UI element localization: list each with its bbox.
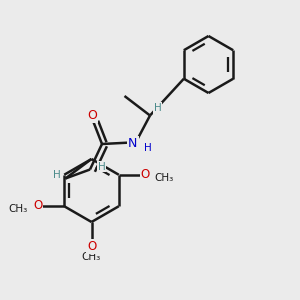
Text: N: N (128, 137, 138, 150)
Text: H: H (98, 161, 105, 172)
Text: H: H (144, 142, 152, 153)
Text: H: H (154, 103, 161, 113)
Text: O: O (141, 168, 150, 181)
Text: CH₃: CH₃ (155, 173, 174, 183)
Text: H: H (52, 170, 60, 180)
Text: CH₃: CH₃ (82, 252, 101, 262)
Text: O: O (87, 109, 97, 122)
Text: O: O (33, 200, 42, 212)
Text: O: O (87, 240, 96, 254)
Text: CH₃: CH₃ (8, 204, 27, 214)
